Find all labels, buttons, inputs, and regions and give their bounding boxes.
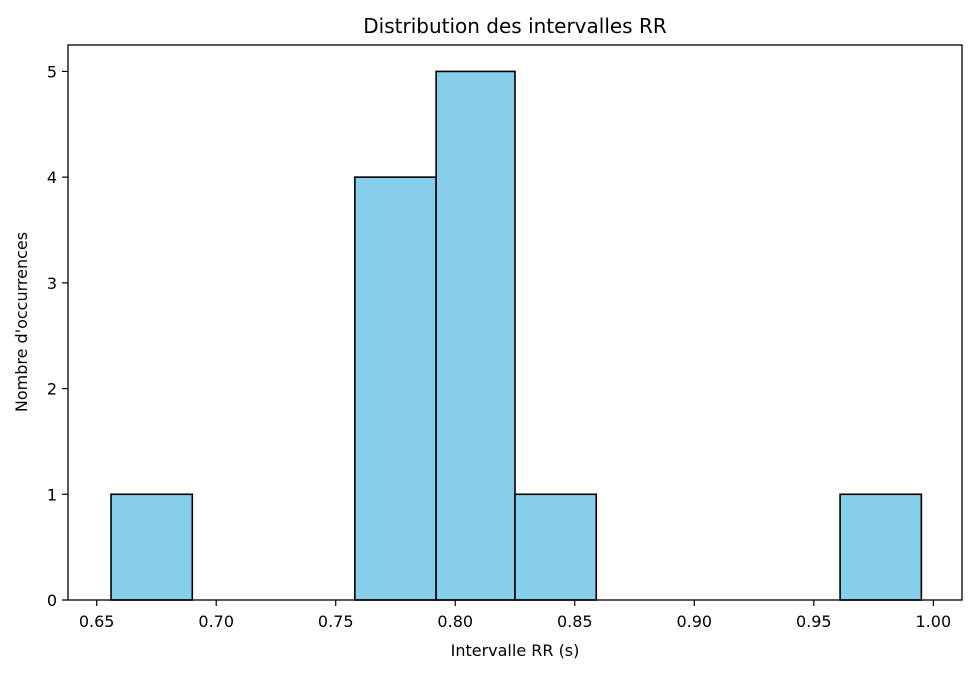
x-tick-label: 0.70 [198,612,234,631]
histogram-bar-0 [110,493,194,601]
chart-title: Distribution des intervalles RR [363,14,667,38]
y-tick-label: 1 [47,485,57,504]
histogram-bar-9 [839,493,923,601]
y-tick-label: 0 [47,591,57,610]
y-axis: 0 1 2 3 4 5 [47,62,68,610]
y-tick-label: 4 [47,168,57,187]
x-tick-label: 0.95 [796,612,832,631]
y-tick-label: 3 [47,274,57,293]
x-tick-label: 0.65 [79,612,115,631]
plot-frame [67,44,963,601]
x-axis: 0.65 0.70 0.75 0.80 0.85 0.90 0.95 1.00 [79,600,951,631]
bars-group [110,70,923,601]
x-axis-label: Intervalle RR (s) [451,641,580,660]
x-tick-label: 1.00 [916,612,952,631]
y-tick-label: 2 [47,380,57,399]
x-tick-label: 0.90 [676,612,712,631]
x-tick-label: 0.85 [557,612,593,631]
y-axis-label: Nombre d'occurrences [12,232,31,412]
histogram-bar-3 [354,176,437,601]
histogram-bar-5 [514,493,598,601]
x-tick-label: 0.75 [318,612,354,631]
histogram-bar-4 [435,70,516,601]
y-tick-label: 5 [47,62,57,81]
x-tick-label: 0.80 [437,612,473,631]
